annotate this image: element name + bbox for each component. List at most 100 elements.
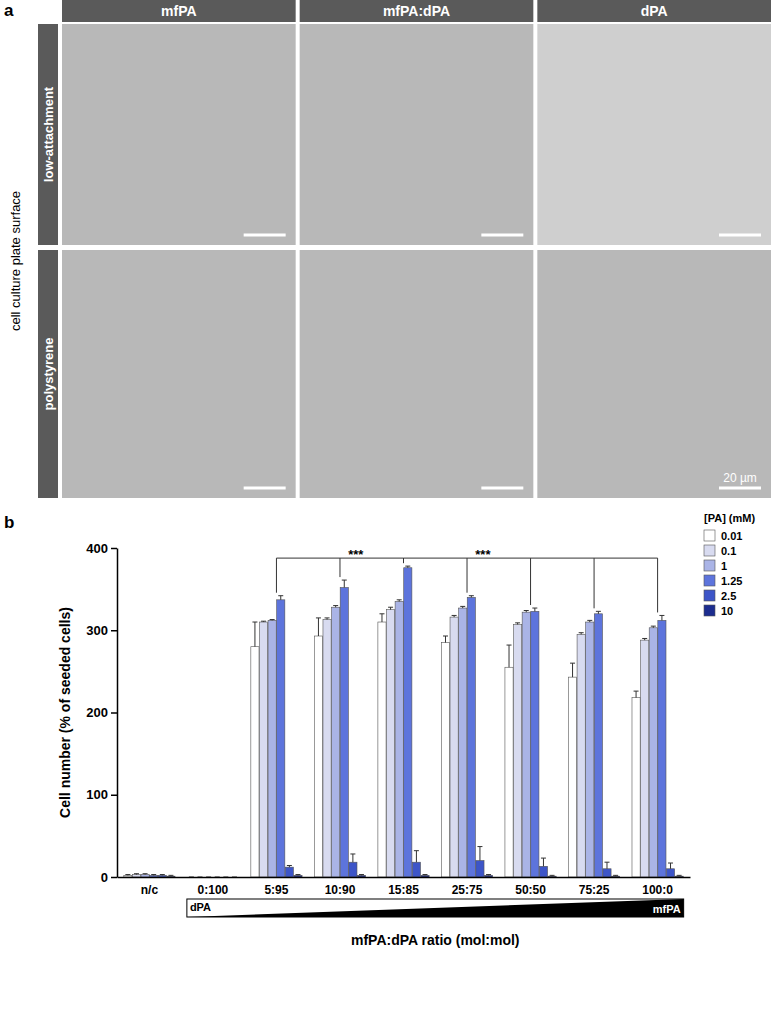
significance-bracket: *** (404, 547, 658, 612)
bar (285, 867, 293, 877)
bar (404, 568, 412, 877)
scale-bar-label: 20 µm (723, 471, 757, 485)
error-bar (642, 638, 647, 640)
y-tick-label: 100 (86, 787, 108, 802)
series (167, 875, 683, 877)
error-bar (252, 622, 257, 647)
column-header-box (300, 0, 534, 22)
error-bar-cap (604, 862, 609, 863)
plot-area (124, 566, 683, 877)
error-bar-stem (509, 645, 510, 667)
error-bar-cap (477, 846, 482, 847)
error-bar-stem (352, 854, 353, 862)
column-header: mfPA (161, 3, 197, 19)
y-tick-label: 200 (86, 705, 108, 720)
error-bar (405, 566, 410, 568)
x-tick-label: 50:50 (515, 883, 546, 897)
bar (386, 610, 394, 877)
legend-swatch (704, 530, 715, 541)
error-bar-cap (125, 874, 130, 875)
error-bar-cap (659, 615, 664, 616)
y-axis: 0100200300400 (86, 541, 117, 885)
error-bar (125, 874, 130, 876)
bar (277, 600, 285, 877)
panel-label: b (4, 513, 14, 532)
x-tick: 75:25 (579, 877, 610, 897)
legend-label: 2.5 (721, 590, 736, 602)
significance-bracket: *** (276, 547, 403, 593)
legend-swatch (704, 590, 715, 601)
bar (505, 667, 513, 877)
x-tick-label: 75:25 (579, 883, 610, 897)
error-bar-cap (443, 636, 448, 637)
gradient-wedge (187, 899, 684, 917)
error-bar-cap (532, 608, 537, 609)
legend-label: 1 (721, 560, 727, 572)
bar (539, 866, 547, 877)
legend-title: [PA] (mM) (704, 512, 755, 524)
error-bar (659, 615, 664, 620)
error-bar (359, 874, 364, 876)
significance-label: *** (348, 547, 364, 562)
bracket-drop (657, 558, 658, 612)
error-bar (443, 636, 448, 643)
error-bar-cap (143, 873, 148, 874)
y-tick: 200 (86, 705, 117, 720)
x-axis: n/c0:1005:9510:9015:8525:7550:5075:25100… (118, 877, 691, 897)
error-bar-cap (325, 617, 330, 618)
y-tick-label: 0 (101, 870, 108, 885)
error-bar (414, 851, 419, 863)
error-bar (570, 663, 575, 677)
bar (459, 608, 467, 877)
y-tick-mark (111, 712, 117, 714)
error-bar-cap (160, 874, 165, 875)
error-bar-cap (570, 663, 575, 664)
bracket-drop (530, 558, 531, 605)
scale-bar (244, 487, 286, 490)
x-tick: 5:95 (264, 877, 288, 897)
legend-swatch (704, 560, 715, 571)
error-bar-cap (316, 617, 321, 618)
error-bar-cap (596, 611, 601, 612)
annotations: *** *** (276, 547, 657, 612)
y-tick-label: 300 (86, 623, 108, 638)
error-bar-stem (280, 596, 281, 600)
error-bar-cap (287, 865, 292, 866)
column-header-box (537, 0, 771, 22)
error-bar-cap (515, 622, 520, 623)
error-bar-cap (524, 610, 529, 611)
series (141, 600, 657, 877)
y-tick-mark (111, 877, 117, 879)
error-bar (541, 858, 546, 866)
error-bar (168, 875, 173, 877)
row-header: polystyrene (41, 338, 56, 411)
bar (522, 612, 530, 877)
gradient-label: dPA (190, 901, 211, 913)
error-bar-cap (460, 606, 465, 607)
bar (632, 698, 640, 877)
error-bar (143, 873, 148, 875)
bar (132, 875, 140, 877)
bar (531, 611, 539, 877)
micrograph (300, 250, 534, 498)
error-bar (677, 875, 682, 877)
error-bar-cap (252, 622, 257, 623)
error-bar (596, 611, 601, 613)
legend-label: 0.1 (721, 545, 736, 557)
error-bar (261, 621, 266, 623)
error-bar-stem (661, 615, 662, 620)
error-bar-stem (445, 636, 446, 643)
error-bar (613, 875, 618, 877)
bracket-drop (339, 558, 340, 577)
error-bar-cap (379, 613, 384, 614)
scale-bar (719, 487, 761, 490)
x-tick-label: n/c (141, 883, 159, 897)
error-bar (397, 600, 402, 602)
micrograph (300, 24, 534, 245)
error-bar (134, 873, 139, 875)
bracket-drop (403, 558, 404, 563)
error-bar-cap (587, 620, 592, 621)
bar (594, 614, 602, 877)
bar (641, 640, 649, 877)
bar (568, 677, 576, 877)
